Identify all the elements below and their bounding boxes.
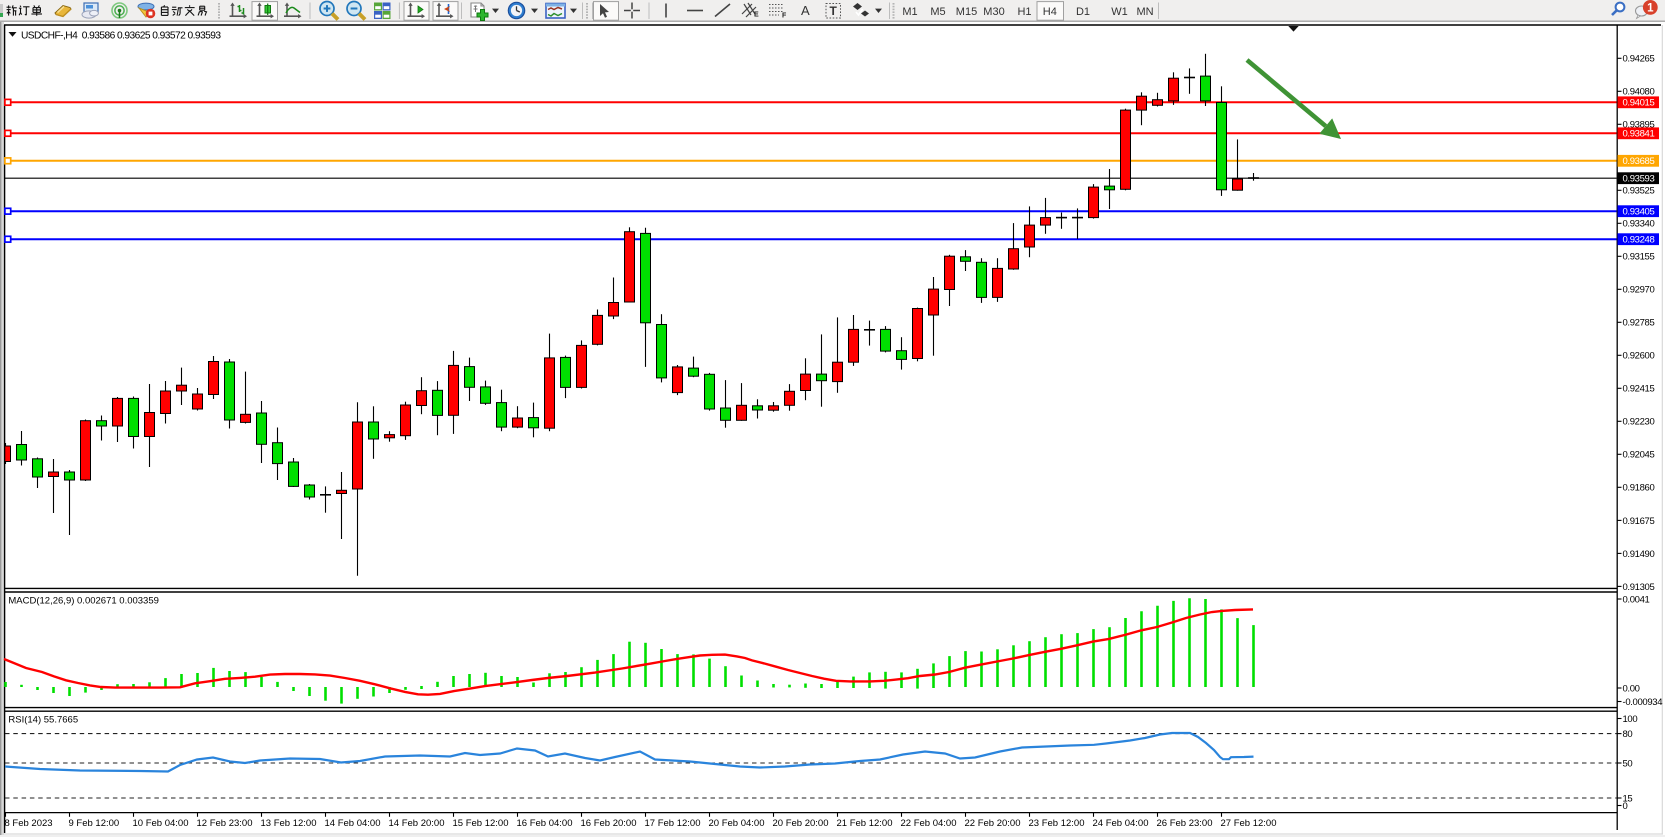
svg-text:0.93895: 0.93895 [1623, 120, 1655, 131]
svg-text:0.91860: 0.91860 [1623, 483, 1655, 494]
svg-text:0.92785: 0.92785 [1623, 318, 1655, 329]
svg-text:0.00: 0.00 [1623, 683, 1640, 694]
svg-text:D1: D1 [1076, 6, 1090, 18]
svg-text:80: 80 [1623, 729, 1633, 740]
svg-text:50: 50 [1623, 758, 1633, 769]
svg-text:0.92045: 0.92045 [1623, 450, 1655, 461]
svg-text:USDCHF-,H4 0.93586 0.93625 0.: USDCHF-,H4 0.93586 0.93625 0.93572 0.935… [21, 30, 221, 41]
svg-text:F: F [782, 13, 787, 20]
svg-text:22 Feb 20:00: 22 Feb 20:00 [965, 818, 1021, 829]
svg-text:17 Feb 12:00: 17 Feb 12:00 [645, 818, 701, 829]
svg-text:0.92230: 0.92230 [1623, 417, 1655, 428]
svg-text:M15: M15 [956, 6, 977, 18]
svg-text:0.94080: 0.94080 [1623, 87, 1655, 98]
svg-text:0.92415: 0.92415 [1623, 384, 1655, 395]
svg-text:0.0041: 0.0041 [1623, 594, 1650, 605]
svg-text:0.91675: 0.91675 [1623, 516, 1655, 527]
svg-text:23 Feb 12:00: 23 Feb 12:00 [1029, 818, 1085, 829]
svg-text:T: T [830, 4, 838, 18]
svg-text:20 Feb 20:00: 20 Feb 20:00 [773, 818, 829, 829]
svg-text:27 Feb 12:00: 27 Feb 12:00 [1221, 818, 1277, 829]
svg-text:MN: MN [1136, 6, 1153, 18]
svg-text:15: 15 [1623, 793, 1633, 804]
svg-text:20 Feb 04:00: 20 Feb 04:00 [709, 818, 765, 829]
svg-text:12 Feb 23:00: 12 Feb 23:00 [197, 818, 253, 829]
svg-text:0.94015: 0.94015 [1623, 98, 1655, 109]
svg-text:16 Feb 20:00: 16 Feb 20:00 [581, 818, 637, 829]
svg-text:100: 100 [1623, 714, 1638, 725]
svg-text:A: A [801, 3, 810, 18]
svg-text:0.93405: 0.93405 [1623, 207, 1655, 218]
svg-text:M30: M30 [983, 6, 1004, 18]
svg-text:0.93841: 0.93841 [1623, 129, 1655, 140]
svg-text:14 Feb 04:00: 14 Feb 04:00 [325, 818, 381, 829]
svg-text:MACD(12,26,9) 0.002671 0.00335: MACD(12,26,9) 0.002671 0.003359 [8, 595, 159, 606]
svg-text:8 Feb 2023: 8 Feb 2023 [5, 818, 53, 829]
svg-text:0.93248: 0.93248 [1623, 235, 1655, 246]
svg-text:26 Feb 23:00: 26 Feb 23:00 [1157, 818, 1213, 829]
svg-text:0.92970: 0.92970 [1623, 285, 1655, 296]
svg-text:0.93525: 0.93525 [1623, 186, 1655, 197]
svg-text:M1: M1 [902, 6, 917, 18]
svg-text:0.94265: 0.94265 [1623, 54, 1655, 65]
svg-text:H4: H4 [1043, 6, 1057, 18]
svg-text:H1: H1 [1017, 6, 1031, 18]
svg-text:14 Feb 20:00: 14 Feb 20:00 [389, 818, 445, 829]
svg-text:13 Feb 12:00: 13 Feb 12:00 [261, 818, 317, 829]
svg-text:1: 1 [1647, 3, 1654, 15]
svg-text:15 Feb 12:00: 15 Feb 12:00 [453, 818, 509, 829]
svg-text:0: 0 [1623, 801, 1628, 812]
svg-text:0.92600: 0.92600 [1623, 351, 1655, 362]
svg-text:0.93685: 0.93685 [1623, 156, 1655, 167]
svg-text:16 Feb 04:00: 16 Feb 04:00 [517, 818, 573, 829]
svg-text:-0.000934: -0.000934 [1623, 697, 1663, 708]
svg-text:24 Feb 04:00: 24 Feb 04:00 [1093, 818, 1149, 829]
svg-text:RSI(14) 55.7665: RSI(14) 55.7665 [8, 714, 78, 725]
svg-text:M5: M5 [930, 6, 945, 18]
svg-text:10 Feb 04:00: 10 Feb 04:00 [133, 818, 189, 829]
svg-text:21 Feb 12:00: 21 Feb 12:00 [837, 818, 893, 829]
svg-text:9 Feb 12:00: 9 Feb 12:00 [69, 818, 120, 829]
svg-text:0.93593: 0.93593 [1623, 174, 1655, 185]
svg-text:0.93155: 0.93155 [1623, 252, 1655, 263]
svg-text:0.91490: 0.91490 [1623, 549, 1655, 560]
svg-text:22 Feb 04:00: 22 Feb 04:00 [901, 818, 957, 829]
svg-text:E: E [754, 12, 759, 19]
svg-text:0.93340: 0.93340 [1623, 219, 1655, 230]
svg-text:W1: W1 [1111, 6, 1128, 18]
svg-text:0.91305: 0.91305 [1623, 582, 1655, 593]
